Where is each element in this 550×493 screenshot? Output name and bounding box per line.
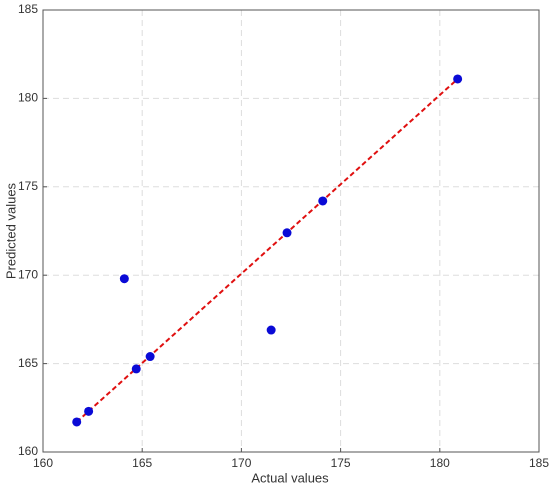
point: [119, 274, 129, 284]
point: [282, 228, 292, 238]
x-tick-label: 180: [430, 456, 450, 470]
point: [84, 406, 94, 416]
y-tick-label: 165: [18, 356, 38, 370]
y-tick-label: 180: [18, 91, 38, 105]
point: [145, 352, 155, 362]
x-tick-label: 165: [132, 456, 152, 470]
y-tick-label: 160: [18, 444, 38, 458]
x-tick-label: 170: [231, 456, 251, 470]
plot-frame: [42, 9, 540, 453]
point: [318, 196, 328, 206]
fit-line: [76, 78, 459, 423]
y-tick-label: 185: [18, 2, 38, 16]
y-tick-label: 170: [18, 267, 38, 281]
point: [131, 364, 141, 374]
y-axis-label: Predicted values: [3, 182, 18, 279]
x-tick-label: 185: [529, 456, 549, 470]
point: [266, 325, 276, 335]
y-tick-label: 175: [18, 179, 38, 193]
point: [72, 417, 82, 427]
x-tick-label: 160: [33, 456, 53, 470]
x-tick-label: 175: [331, 456, 351, 470]
x-axis-label: Actual values: [251, 470, 329, 485]
point: [453, 74, 463, 84]
